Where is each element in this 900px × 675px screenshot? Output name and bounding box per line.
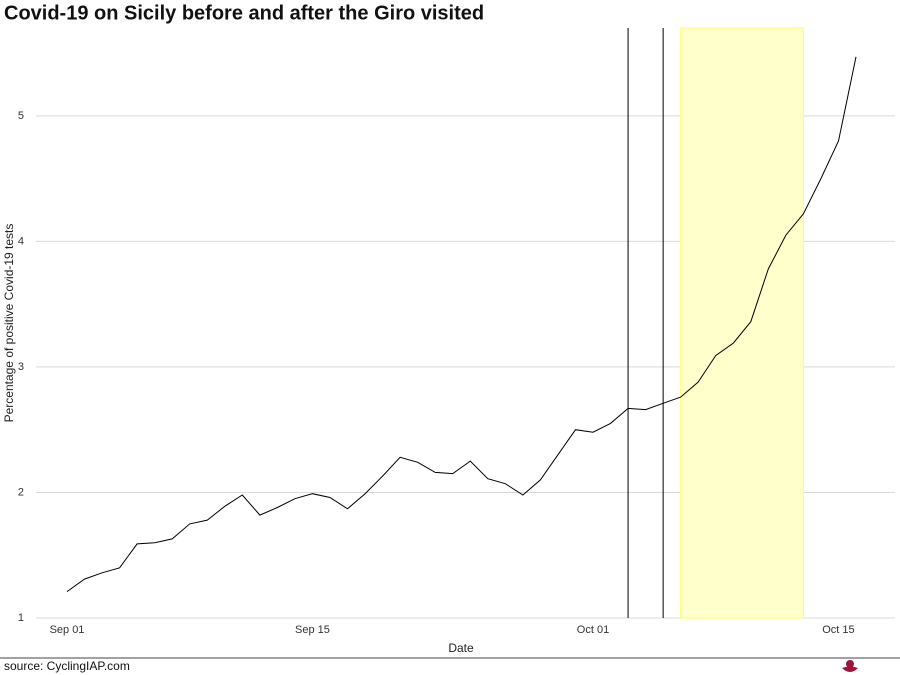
y-tick-label: 1 (18, 612, 24, 624)
y-axis-label: Percentage of positive Covid-19 tests (2, 224, 16, 423)
y-tick-label: 3 (18, 361, 24, 373)
logo (842, 660, 858, 672)
x-tick-label: Oct 15 (822, 624, 854, 636)
y-tick-label: 5 (18, 110, 24, 122)
x-axis-label: Date (448, 641, 474, 655)
x-tick-label: Sep 01 (50, 624, 85, 636)
x-tick-label: Sep 15 (295, 624, 330, 636)
data-line (66, 56, 857, 593)
y-tick-label: 4 (18, 235, 24, 247)
source: source: CyclingIAP.com (4, 659, 130, 673)
highlight-band (680, 27, 804, 619)
chart-title: Covid-19 on Sicily before and after the … (4, 2, 484, 24)
y-tick-label: 2 (18, 486, 24, 498)
x-tick-label: Oct 01 (577, 624, 609, 636)
